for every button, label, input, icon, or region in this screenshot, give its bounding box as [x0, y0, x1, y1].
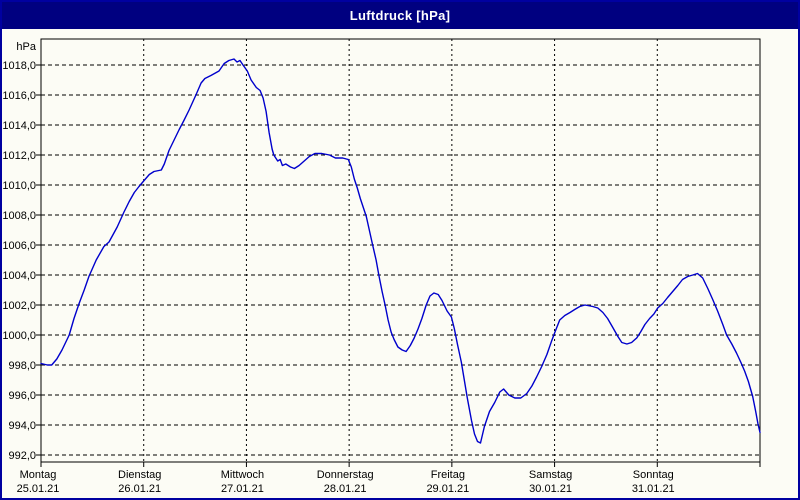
x-axis-day-label: Freitag — [431, 469, 465, 481]
x-axis-date-label: 31.01.21 — [632, 483, 675, 495]
x-axis-date-label: 26.01.21 — [118, 483, 161, 495]
y-axis-label: 1018,0 — [2, 60, 36, 72]
x-axis-day-label: Montag — [20, 469, 57, 481]
x-axis-date-label: 27.01.21 — [221, 483, 264, 495]
pressure-curve — [40, 58, 761, 444]
y-axis-label: 1006,0 — [2, 240, 36, 252]
y-axis-label: 1002,0 — [2, 300, 36, 312]
y-axis-label: 1000,0 — [2, 330, 36, 342]
y-axis-label: 1012,0 — [2, 150, 36, 162]
pressure-line-chart: 1018,0 1016,0 1014,0 1012,0 1010,0 1008,0 1006… — [2, 38, 761, 495]
x-axis-date-label: 28.01.21 — [324, 483, 367, 495]
x-axis-date-label: 30.01.21 — [529, 483, 572, 495]
x-axis-day-label: Sonntag — [633, 469, 674, 481]
y-axis-label: 996,0 — [8, 390, 36, 402]
window-title: Luftdruck [hPa] — [349, 8, 451, 23]
x-axis-date-label: 25.01.21 — [17, 483, 60, 495]
window-titlebar: Luftdruck [hPa] — [2, 2, 798, 29]
x-axis-day-label: Samstag — [529, 469, 572, 481]
y-axis-unit-label: hPa — [16, 41, 36, 53]
x-axis-day-label: Dienstag — [118, 469, 161, 481]
y-axis-label: 1008,0 — [2, 210, 36, 222]
plot-border — [40, 38, 761, 463]
y-axis-label: 1010,0 — [2, 180, 36, 192]
y-axis-label: 994,0 — [8, 420, 36, 432]
y-axis-label: 1004,0 — [2, 270, 36, 282]
y-axis-label: 998,0 — [8, 360, 36, 372]
y-axis-label: 992,0 — [8, 450, 36, 462]
y-axis-label: 1014,0 — [2, 120, 36, 132]
x-axis-date-label: 29.01.21 — [426, 483, 469, 495]
y-axis-label: 1016,0 — [2, 90, 36, 102]
x-axis-day-label: Donnerstag — [317, 469, 374, 481]
x-axis-day-label: Mittwoch — [221, 469, 264, 481]
